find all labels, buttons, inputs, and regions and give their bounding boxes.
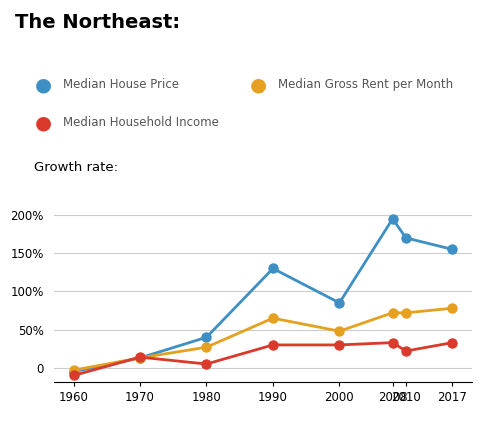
Text: Median Household Income: Median Household Income	[63, 117, 219, 129]
Text: Growth rate:: Growth rate:	[34, 161, 118, 174]
Text: Median House Price: Median House Price	[63, 78, 179, 91]
Text: ●: ●	[36, 114, 52, 132]
Text: ●: ●	[250, 75, 266, 94]
Text: ●: ●	[36, 75, 52, 94]
Text: The Northeast:: The Northeast:	[15, 13, 180, 32]
Text: Median Gross Rent per Month: Median Gross Rent per Month	[278, 78, 453, 91]
